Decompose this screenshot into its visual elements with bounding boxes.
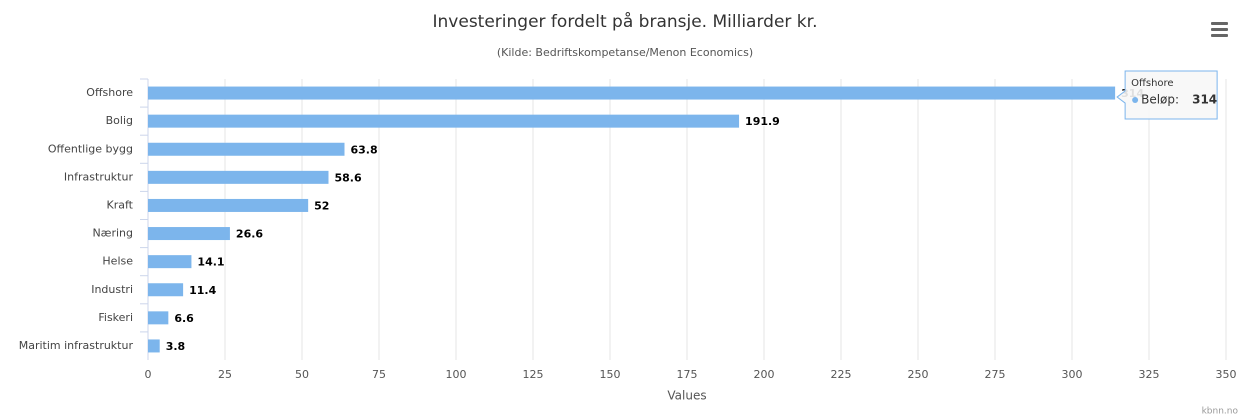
chart-subtitle: (Kilde: Bedriftskompetanse/Menon Economi… (497, 46, 753, 59)
bar (148, 198, 309, 212)
data-label: 26.6 (236, 228, 263, 241)
data-label: 52 (314, 199, 329, 212)
bar (148, 227, 230, 241)
bar (148, 86, 1116, 100)
bar (148, 142, 345, 156)
x-tick-label: 200 (754, 368, 775, 381)
y-tick-label: Maritim infrastruktur (19, 339, 134, 352)
x-tick-label: 275 (985, 368, 1006, 381)
bar (148, 339, 160, 353)
x-tick-label: 250 (908, 368, 929, 381)
x-tick-label: 350 (1216, 368, 1237, 381)
data-label: 11.4 (189, 284, 216, 297)
x-tick-label: 50 (295, 368, 309, 381)
bar (148, 283, 184, 297)
x-tick-label: 225 (831, 368, 852, 381)
tooltip-dot (1132, 97, 1139, 104)
tooltip-box (1116, 70, 1218, 120)
data-label: 14.1 (197, 256, 224, 269)
tooltip: Offshore Beløp: 314 (1116, 70, 1218, 120)
x-tick-label: 125 (523, 368, 544, 381)
y-tick-label: Infrastruktur (64, 170, 134, 183)
data-label: 6.6 (174, 312, 194, 325)
data-label: 63.8 (351, 143, 378, 156)
y-tick-label: Kraft (107, 198, 134, 211)
x-tick-label: 100 (446, 368, 467, 381)
tooltip-value: 314 (1192, 93, 1217, 107)
x-tick-label: 25 (218, 368, 232, 381)
data-label: 191.9 (745, 115, 780, 128)
menu-button[interactable] (1211, 22, 1228, 37)
x-tick-label: 0 (145, 368, 152, 381)
y-tick-label: Bolig (106, 114, 133, 127)
y-tick-label: Næring (92, 227, 133, 240)
bar (148, 114, 740, 128)
data-label: 3.8 (166, 340, 186, 353)
x-tick-label: 75 (372, 368, 386, 381)
x-tick-label: 325 (1139, 368, 1160, 381)
y-tick-label: Fiskeri (98, 311, 133, 324)
y-tick-label: Helse (102, 255, 133, 268)
tooltip-header: Offshore (1131, 78, 1173, 89)
y-tick-label: Industri (91, 283, 133, 296)
data-label: 58.6 (334, 171, 361, 184)
bar (148, 255, 192, 269)
x-axis-title: Values (667, 389, 706, 403)
tooltip-label: Beløp: (1141, 93, 1179, 107)
chart-title: Investeringer fordelt på bransje. Millia… (433, 11, 818, 32)
bar (148, 170, 329, 184)
y-tick-label: Offshore (86, 86, 133, 99)
credits: kbnn.no (1202, 407, 1239, 417)
x-tick-label: 150 (600, 368, 621, 381)
x-tick-label: 300 (1062, 368, 1083, 381)
y-tick-label: Offentlige bygg (48, 142, 133, 155)
x-tick-label: 175 (677, 368, 698, 381)
bar (148, 311, 169, 325)
